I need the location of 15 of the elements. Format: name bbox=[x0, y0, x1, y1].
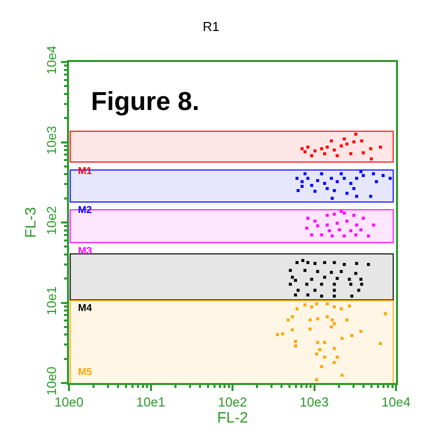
x-tick-label: 10e0 bbox=[54, 394, 84, 410]
x-tick-label: 10e3 bbox=[300, 394, 329, 410]
x-tick-label: 10e1 bbox=[136, 394, 166, 410]
y-tick-label: 10e4 bbox=[44, 46, 59, 75]
annotation: Figure 8. bbox=[91, 86, 200, 116]
chart-title: R1 bbox=[202, 18, 220, 34]
y-tick-label: 10e2 bbox=[44, 206, 59, 236]
y-tick-label: 10e1 bbox=[44, 286, 59, 316]
band-label: M4 bbox=[78, 303, 92, 314]
x-axis-title: FL-2 bbox=[217, 410, 248, 427]
x-tick-label: 10e2 bbox=[218, 394, 247, 410]
x-tick-label: 10e4 bbox=[382, 394, 410, 410]
y-axis-title: FL-3 bbox=[22, 207, 40, 238]
band-label: M5 bbox=[78, 367, 92, 378]
y-tick-label: 10e3 bbox=[44, 126, 59, 155]
